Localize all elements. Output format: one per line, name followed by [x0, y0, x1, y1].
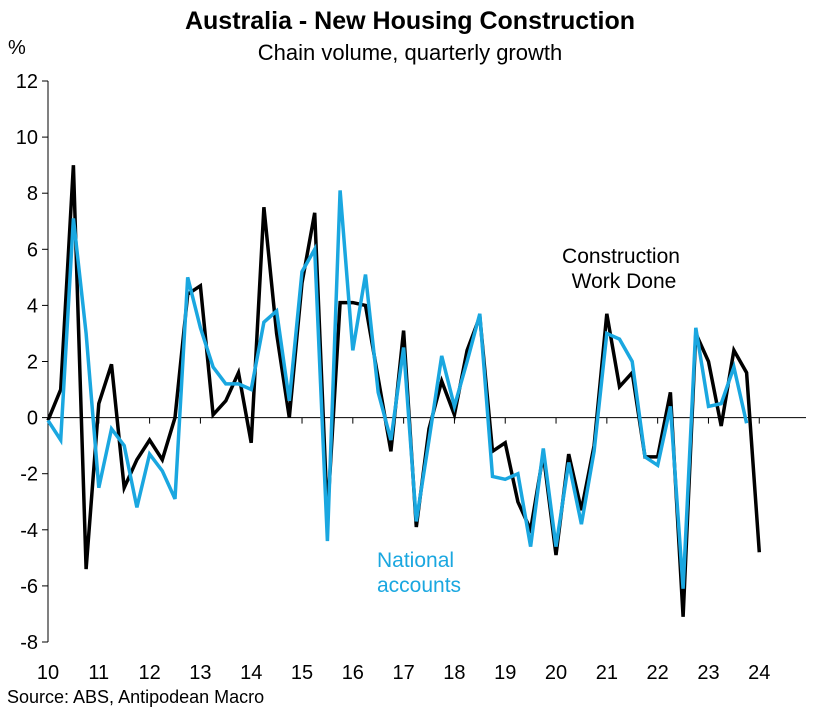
x-tick-label: 18: [443, 662, 465, 684]
series-line-national-accounts: [46, 190, 749, 589]
x-tick-label: 17: [393, 662, 415, 684]
y-tick-label: 4: [27, 295, 38, 317]
x-tick-label: 11: [88, 662, 109, 684]
y-tick-label: -8: [20, 632, 38, 654]
label-national-line-1: National: [377, 549, 454, 572]
x-tick-label: 23: [697, 662, 719, 684]
y-tick-label: 6: [27, 239, 38, 261]
label-national-line-2: accounts: [377, 574, 461, 597]
y-tick-label: 2: [27, 352, 38, 374]
x-tick-label: 21: [596, 662, 618, 684]
y-tick-label: -6: [20, 576, 38, 598]
y-tick-label: -4: [20, 520, 38, 542]
label-national-accounts: National accounts: [377, 549, 461, 597]
x-tick-label: 16: [342, 662, 364, 684]
x-tick-label: 10: [37, 662, 59, 684]
chart-title: Australia - New Housing Construction: [185, 7, 635, 35]
x-tick-label: 24: [748, 662, 770, 684]
source-note: Source: ABS, Antipodean Macro: [7, 687, 264, 707]
series-layer: [46, 165, 762, 617]
label-construction-work-done: Construction Work Done: [562, 245, 680, 293]
x-tick-label: 14: [240, 662, 262, 684]
y-tick-label: -2: [20, 464, 38, 486]
x-tick-label: 19: [494, 662, 516, 684]
x-tick-label: 22: [647, 662, 669, 684]
x-tick-label: 15: [291, 662, 313, 684]
y-tick-label: 12: [16, 71, 38, 93]
label-construction-line-1: Construction: [562, 245, 680, 268]
label-construction-line-2: Work Done: [572, 270, 677, 293]
x-tick-label: 20: [545, 662, 567, 684]
x-tick-label: 13: [189, 662, 211, 684]
y-tick-label: 0: [27, 408, 38, 430]
x-tick-label: 12: [138, 662, 160, 684]
y-axis-unit: %: [8, 37, 26, 59]
y-tick-label: 8: [27, 183, 38, 205]
y-tick-label: 10: [16, 127, 38, 149]
chart-subtitle: Chain volume, quarterly growth: [258, 40, 562, 65]
